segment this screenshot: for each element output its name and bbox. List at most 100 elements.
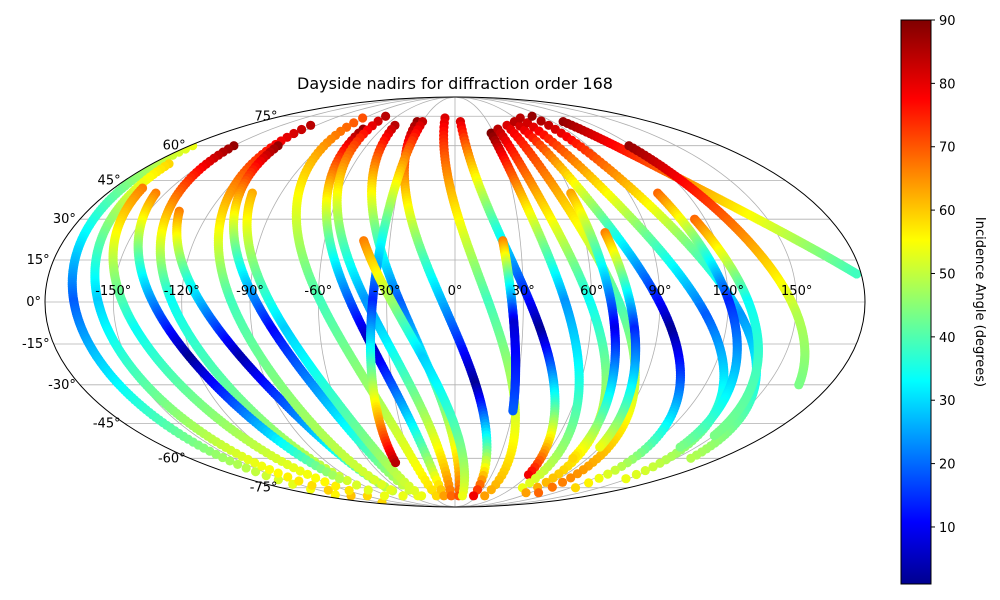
- nadir-point: [390, 457, 401, 468]
- nadir-point: [351, 480, 362, 490]
- nadir-point: [533, 488, 544, 498]
- nadir-point: [283, 472, 293, 482]
- colorbar-gradient: [900, 19, 932, 585]
- lon-tick-label: 30°: [512, 284, 535, 299]
- nadir-point: [566, 473, 576, 483]
- lat-tick-label: 0°: [26, 295, 41, 310]
- nadir-point: [334, 474, 345, 484]
- colorbar-tick-label: 90: [939, 14, 956, 29]
- nadir-point: [457, 491, 468, 501]
- nadir-point: [508, 406, 518, 416]
- nadir-point: [273, 475, 283, 485]
- nadir-point: [358, 113, 368, 123]
- nadir-point: [439, 491, 449, 501]
- lat-tick-label: 75°: [254, 109, 277, 124]
- chart-title: Dayside nadirs for diffraction order 168: [297, 74, 613, 93]
- nadir-point: [686, 453, 696, 463]
- nadir-point: [386, 485, 396, 495]
- nadir-point: [398, 491, 408, 501]
- nadir-point: [264, 464, 275, 475]
- nadir-point: [640, 465, 650, 476]
- nadir-point: [320, 477, 330, 487]
- nadir-point: [251, 467, 261, 477]
- longitude-tick-labels: -150° -120° -90° -60° -30° 0° 30° 60° 90° 120° 150…: [95, 284, 812, 299]
- colorbar-tick-label: 60: [939, 204, 956, 219]
- nadir-point: [363, 485, 373, 495]
- nadir-point: [369, 475, 380, 485]
- nadir-point: [381, 111, 391, 121]
- lon-tick-label: -30°: [373, 284, 401, 299]
- nadir-point: [342, 475, 352, 486]
- nadir-point: [379, 491, 390, 501]
- nadir-point: [557, 477, 568, 487]
- nadir-point: [416, 491, 427, 501]
- colorbar-tick-label: 20: [939, 458, 956, 473]
- nadir-point: [289, 128, 299, 139]
- nadir-point: [311, 473, 321, 483]
- lat-tick-label: 15°: [27, 253, 50, 268]
- nadir-point: [225, 456, 235, 466]
- nadir-point: [584, 478, 594, 488]
- nadir-point: [621, 474, 631, 484]
- colorbar-tick-label: 50: [939, 267, 956, 282]
- nadir-point: [709, 430, 719, 441]
- nadir-point: [323, 485, 333, 495]
- colorbar-tick-label: 70: [939, 141, 956, 156]
- nadir-point: [377, 479, 387, 490]
- nadir-point: [328, 470, 338, 480]
- nadir-point: [257, 461, 267, 471]
- nadir-point: [547, 482, 557, 492]
- nadir-point: [307, 480, 317, 490]
- nadir-points: [67, 111, 862, 507]
- nadir-point: [568, 453, 578, 463]
- nadir-point: [296, 124, 307, 135]
- lon-tick-label: 60°: [580, 284, 603, 299]
- nadir-point: [344, 485, 354, 496]
- nadir-point: [409, 486, 420, 496]
- nadir-point: [480, 491, 490, 501]
- nadir-point: [273, 468, 283, 478]
- lon-tick-label: 90°: [648, 284, 671, 299]
- nadir-point: [250, 458, 260, 468]
- lat-tick-label: -75°: [250, 481, 278, 496]
- colorbar-tick-label: 80: [939, 77, 956, 92]
- nadir-point: [233, 459, 243, 469]
- lon-tick-label: 120°: [713, 284, 744, 299]
- lat-tick-label: -45°: [93, 416, 121, 431]
- lat-tick-label: -60°: [158, 451, 186, 466]
- nadir-point: [331, 481, 341, 491]
- nadir-point: [631, 469, 641, 480]
- colorbar-ticks: 10 20 30 40 50 60 70 80 90: [931, 14, 956, 536]
- nadir-point: [603, 469, 613, 479]
- colorbar-tick-label: 30: [939, 394, 956, 409]
- lat-tick-label: -30°: [48, 378, 76, 393]
- nadir-point: [294, 476, 304, 486]
- lon-tick-label: -60°: [304, 284, 332, 299]
- nadir-point: [794, 380, 804, 390]
- nadir-point: [241, 463, 251, 473]
- lon-tick-label: 150°: [781, 284, 812, 299]
- nadir-point: [527, 111, 537, 121]
- lat-tick-label: 30°: [53, 212, 76, 227]
- lat-tick-label: 60°: [163, 139, 186, 154]
- nadir-point: [330, 490, 340, 500]
- nadir-point: [302, 469, 313, 480]
- nadir-point: [468, 491, 479, 501]
- nadir-point: [570, 483, 581, 493]
- nadir-point: [594, 473, 604, 483]
- nadir-point: [218, 452, 228, 463]
- nadir-point: [295, 466, 305, 476]
- lon-tick-label: -90°: [236, 284, 264, 299]
- lon-tick-label: 0°: [448, 284, 463, 299]
- lon-tick-label: -150°: [95, 284, 131, 299]
- lat-tick-label: -15°: [22, 337, 50, 352]
- nadir-point: [521, 488, 531, 498]
- nadir-point: [349, 118, 359, 128]
- nadir-point: [675, 442, 685, 452]
- nadir-point: [595, 442, 605, 452]
- nadir-point: [306, 120, 316, 130]
- colorbar: 10 20 30 40 50 60 70 80 90 Incidence Angle (degr…: [900, 14, 987, 585]
- nadir-point: [446, 491, 456, 501]
- colorbar-tick-label: 40: [939, 331, 956, 346]
